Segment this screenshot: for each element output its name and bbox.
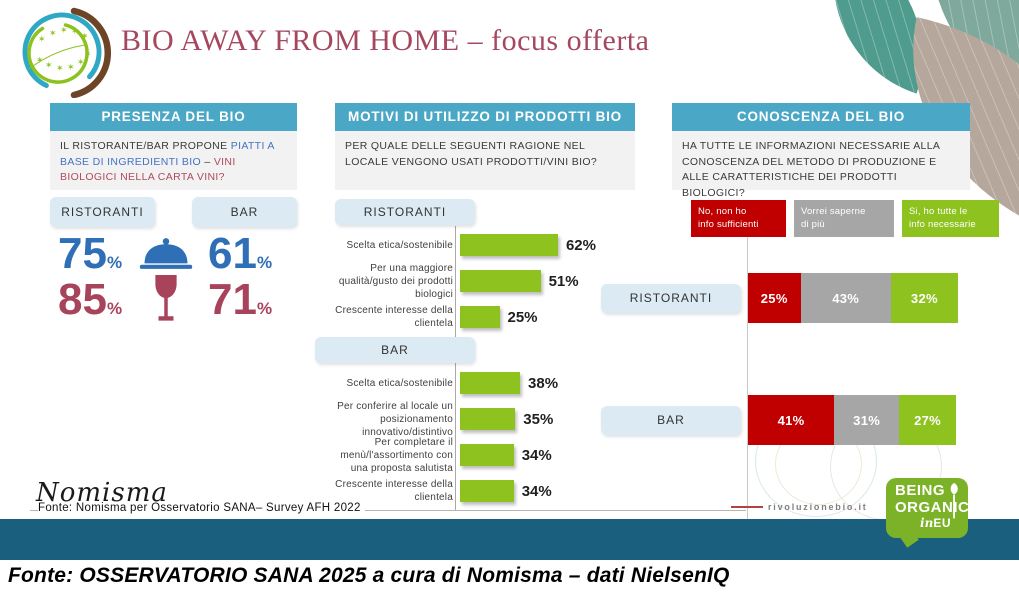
svg-text:✶: ✶ [38, 35, 46, 45]
bar-value-label: 25% [507, 308, 538, 326]
eu-organic-logo-icon: ✶ ✶ ✶ ✶ ✶ ✶ ✶ ✶ ✶ ✶ ✶ [12, 6, 112, 99]
kpi-bar-piatti: 61% [208, 229, 273, 278]
question-motivi: PER QUALE DELLE SEGUENTI RAGIONE NEL LOC… [335, 131, 635, 190]
bar-row: Scelta etica/sostenibile 38% [335, 365, 635, 401]
watermark-url: rivoluzionebio.it [768, 502, 868, 512]
bar-value-label: 34% [521, 446, 552, 464]
page-title: BIO AWAY FROM HOME – focus offerta [121, 24, 650, 57]
legend-item: No, non ho info sufficienti [691, 200, 786, 237]
question-part-red: VINI BIOLOGICI NELLA CARTA VINI? [60, 155, 236, 184]
question-part-plain: IL RISTORANTE/BAR PROPONE [60, 140, 231, 152]
being-organic-line2: ORGANIC [895, 498, 970, 516]
footer-divider [30, 510, 746, 511]
question-presenza: IL RISTORANTE/BAR PROPONE PIATTI A BASE … [50, 131, 297, 190]
being-organic-line3: inEU [920, 515, 951, 530]
bar-category-label: Per una maggiore qualità/gusto dei prodo… [338, 262, 453, 300]
bar-category-label: Per completare il menù/l'assortimento co… [340, 436, 453, 474]
conoscenza-stacked-chart: RISTORANTI 25% 43% 32% BAR 41% 31% 27% [601, 273, 958, 517]
bar [460, 234, 558, 256]
stacked-segment: 32% [890, 273, 958, 323]
legend-item: Si, ho tutte le info necessarie [902, 200, 999, 237]
section-header-motivi: MOTIVI DI UTILIZZO DI PRODOTTI BIO [335, 103, 635, 131]
red-tick-decoration [731, 506, 763, 508]
stacked-bar-row: RISTORANTI 25% 43% 32% [601, 273, 958, 323]
source-note: Fonte: Nomisma per Osservatorio SANA– Su… [38, 502, 365, 514]
kpi-ristoranti-piatti: 75% [58, 229, 123, 278]
bar-category-label: Per conferire al locale un posizionament… [337, 400, 453, 438]
wine-glass-icon [151, 272, 181, 333]
section-header-presenza: PRESENZA DEL BIO [50, 103, 297, 131]
question-part-dash: – [201, 155, 214, 168]
being-organic-line1: BEING [895, 482, 946, 499]
stacked-segment: 43% [800, 273, 891, 323]
kpi-ristoranti-vini: 85% [58, 275, 123, 324]
svg-text:✶: ✶ [56, 64, 64, 74]
bar-row: Scelta etica/sostenibile 62% [335, 227, 635, 263]
svg-text:✶: ✶ [81, 32, 89, 42]
bar-row: Crescente interesse della clientela 25% [335, 299, 635, 335]
bar-row: Crescente interesse della clientela 34% [335, 473, 635, 509]
svg-text:✶: ✶ [60, 26, 68, 36]
svg-text:✶: ✶ [49, 29, 57, 39]
bar-value-label: 35% [523, 410, 554, 428]
bar-value-label: 51% [548, 272, 579, 290]
sprout-icon [947, 482, 961, 525]
bar-row: Per completare il menù/l'assortimento co… [335, 436, 635, 474]
category-label-ristoranti: RISTORANTI [601, 283, 741, 313]
bar-category-label: Scelta etica/sostenibile [346, 377, 453, 389]
stacked-segment: 41% [748, 395, 835, 445]
bar-value-label: 34% [521, 482, 552, 500]
question-part-blue: PIATTI A BASE DI INGREDIENTI BIO [60, 140, 275, 168]
bar-value-label: 62% [565, 236, 596, 254]
bar [460, 372, 521, 394]
category-label-bar: BAR [601, 405, 741, 435]
stacked-segment: 25% [748, 273, 801, 323]
svg-text:✶: ✶ [67, 63, 75, 73]
presenza-kpi-block: 75% 61% 85% 71% [50, 230, 297, 335]
kpi-bar-vini: 71% [208, 275, 273, 324]
bar-category-label: Crescente interesse della clientela [335, 305, 453, 329]
column-label-ristoranti: RISTORANTI [50, 197, 155, 227]
motivi-bar-chart: RISTORANTI Scelta etica/sostenibile 62% Per… [315, 197, 635, 509]
bar [460, 480, 514, 502]
footer-bar [0, 519, 1019, 560]
stacked-bar-row: BAR 41% 31% 27% [601, 395, 958, 445]
bar [460, 270, 541, 292]
stacked-segment: 27% [899, 395, 956, 445]
legend-item: Vorrei saperne di più [794, 200, 894, 237]
bar-category-label: Scelta etica/sostenibile [346, 239, 453, 251]
stacked-segment: 31% [834, 395, 900, 445]
main-source-caption: Fonte: OSSERVATORIO SANA 2025 a cura di … [8, 564, 730, 587]
svg-text:✶: ✶ [77, 58, 85, 68]
motivi-axis-line [455, 226, 456, 510]
bar [460, 444, 514, 466]
column-label-bar: BAR [192, 197, 297, 227]
svg-text:✶: ✶ [36, 56, 44, 66]
bar [460, 408, 516, 430]
cloche-icon [138, 237, 194, 276]
bar-row: Per una maggiore qualità/gusto dei prodo… [335, 262, 635, 300]
bar [460, 306, 500, 328]
group-label-bar: BAR [315, 337, 475, 363]
bar-row: Per conferire al locale un posizionament… [335, 400, 635, 438]
section-header-conoscenza: CONOSCENZA DEL BIO [672, 103, 970, 131]
bar-value-label: 38% [528, 374, 559, 392]
conoscenza-axis-line [747, 237, 748, 519]
group-label-ristoranti: RISTORANTI [335, 199, 475, 225]
being-organic-logo: BEING ORGANIC inEU [886, 478, 970, 548]
conoscenza-legend: No, non ho info sufficienti Vorrei saperne… [691, 200, 999, 237]
svg-text:✶: ✶ [84, 50, 92, 60]
bar-category-label: Crescente interesse della clientela [335, 479, 453, 503]
svg-text:✶: ✶ [45, 61, 53, 71]
question-conoscenza: HA TUTTE LE INFORMAZIONI NECESSARIE ALLA… [672, 131, 970, 199]
svg-text:✶: ✶ [71, 27, 79, 37]
